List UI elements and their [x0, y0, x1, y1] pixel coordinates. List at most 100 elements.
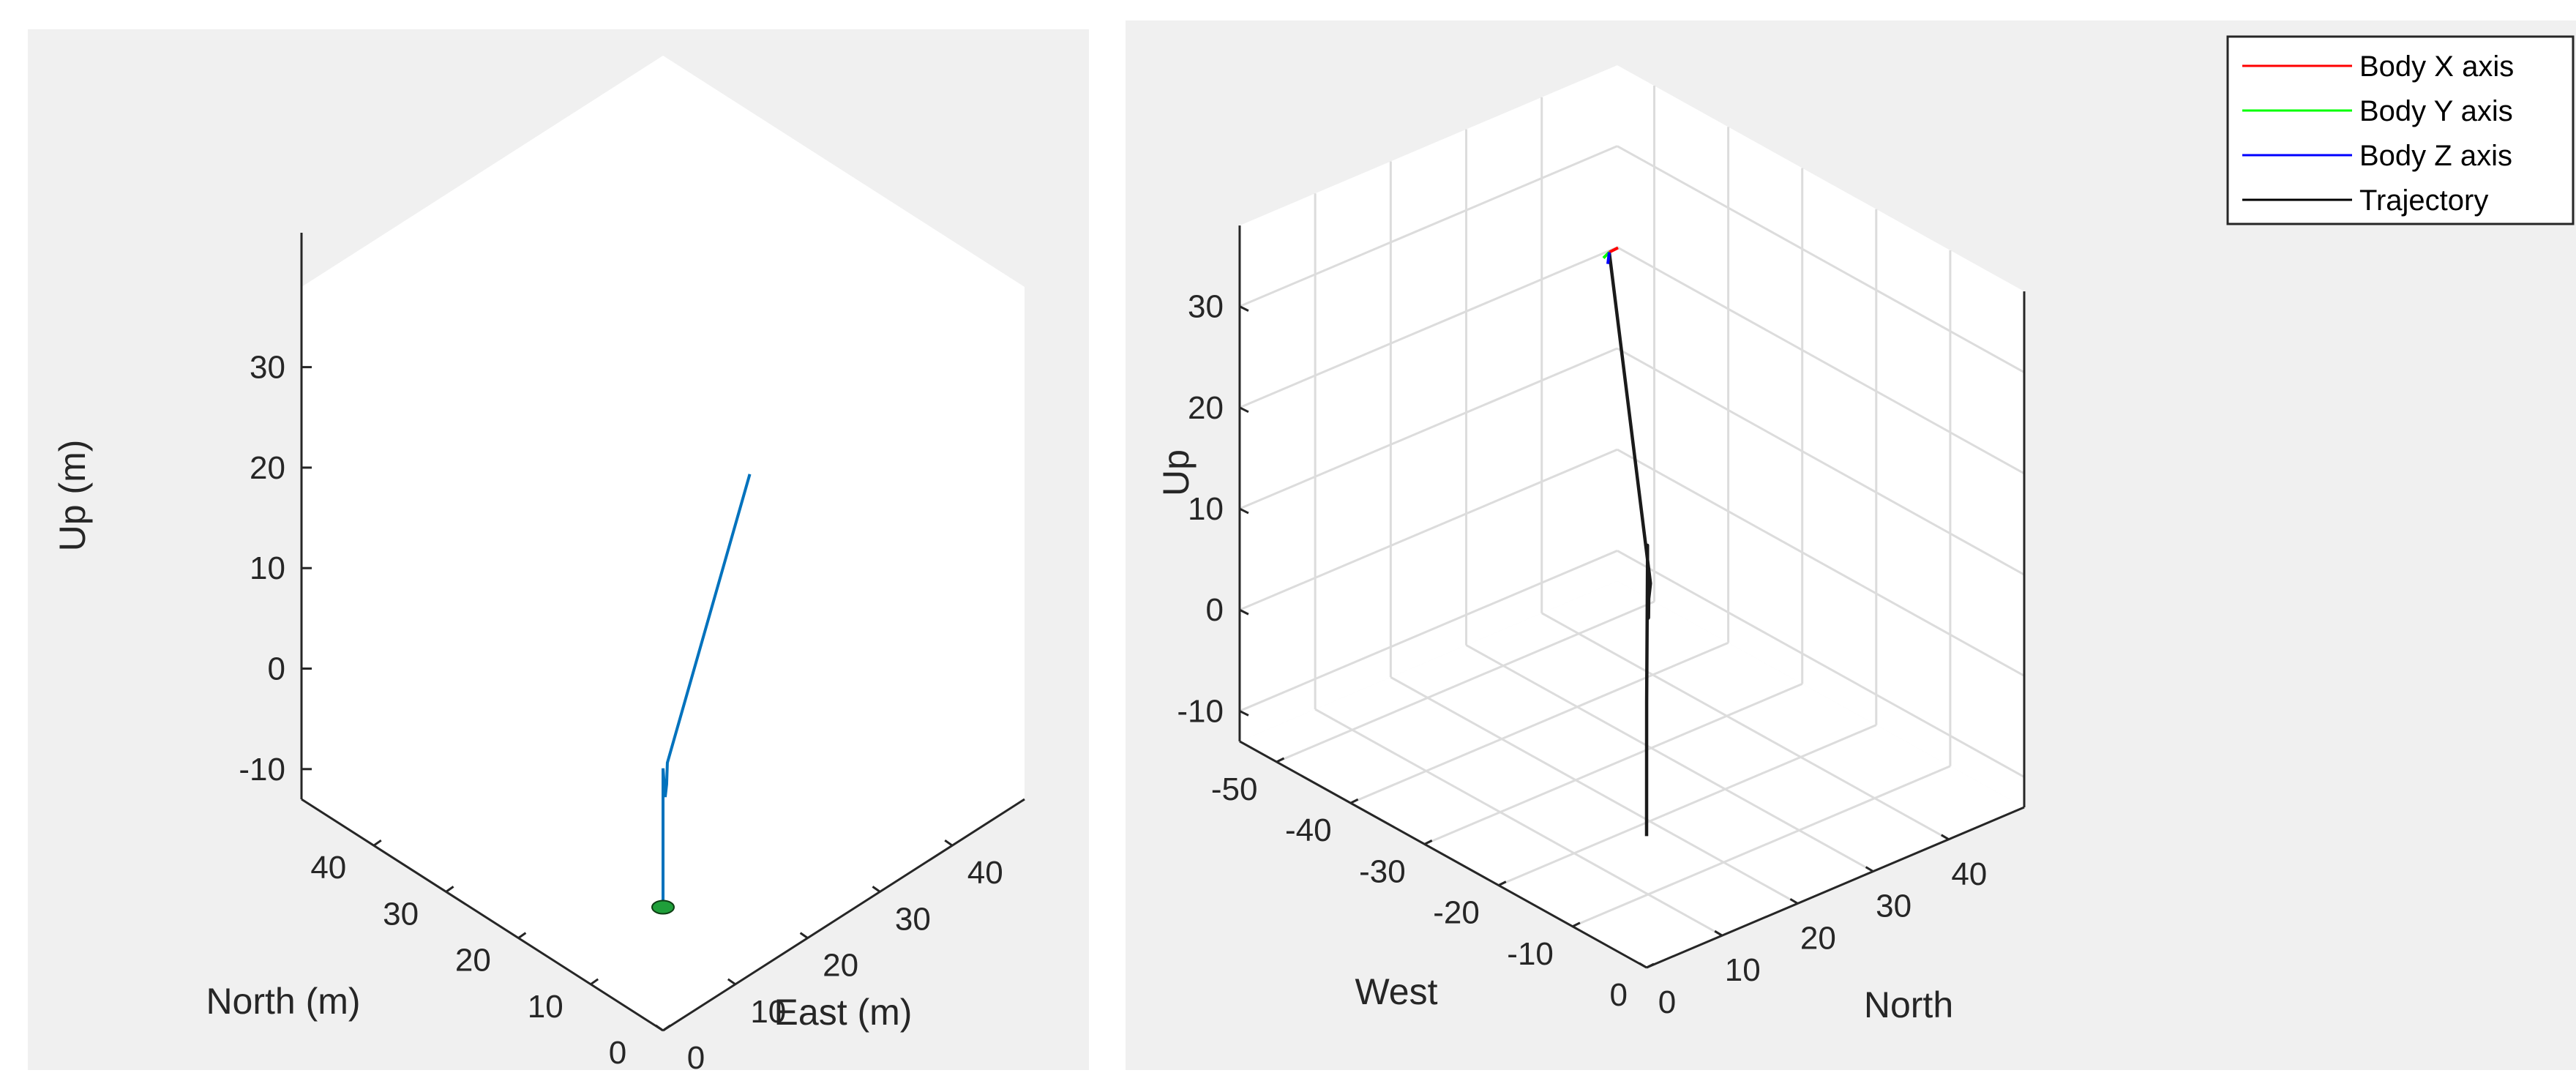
- right-grid-line: [1617, 550, 2025, 778]
- left-z-axis-label: Up (m): [52, 440, 93, 552]
- right-y-tick-label: -20: [1433, 895, 1480, 931]
- left-plot-box: [302, 56, 1025, 1031]
- right-z-tick: [1239, 507, 1249, 515]
- right-z-tick-label: -10: [1177, 693, 1224, 729]
- right-z-tick-label: 30: [1188, 289, 1224, 325]
- right-z-tick: [1239, 305, 1249, 312]
- right-grid-line: [1617, 246, 2025, 475]
- right-x-axis-line: [1646, 806, 2025, 969]
- right-x-tick: [1639, 962, 1647, 969]
- right-plot-panel: 0 10 20 30 40 0 -10 -20 -30 -40 -50 -10 0 10 20 30 Up W…: [1126, 20, 2576, 1070]
- left-z-tick-label: -10: [239, 752, 285, 788]
- right-y-tick: [1276, 757, 1285, 763]
- left-y-tick-label: 10: [528, 989, 564, 1025]
- right-grid-line: [1239, 448, 1618, 611]
- left-y-tick-label: 30: [383, 896, 419, 932]
- legend-label: Trajectory: [2359, 184, 2488, 217]
- right-grid-line: [1572, 765, 1951, 928]
- left-z-tick-label: 0: [268, 651, 285, 687]
- left-z-tick-label: 20: [250, 450, 285, 486]
- left-z-tick-label: 10: [250, 550, 285, 586]
- left-x-tick-label: 40: [967, 855, 1003, 891]
- right-x-axis-label: North: [1864, 984, 1953, 1025]
- right-z-tick-label: 20: [1188, 390, 1224, 426]
- left-y-tick-label: 0: [609, 1035, 626, 1070]
- left-x-axis-line: [662, 798, 1025, 1032]
- right-grid-line: [1617, 145, 2025, 374]
- right-x-tick: [1865, 866, 1874, 872]
- right-back-wall-west: [1239, 65, 1617, 741]
- right-grid-line: [1239, 550, 1618, 712]
- right-back-wall-north: [1617, 65, 2024, 807]
- left-y-axis-line: [301, 798, 664, 1032]
- right-y-tick-label: -50: [1211, 771, 1258, 807]
- left-z-tick-label: 30: [250, 350, 285, 386]
- left-x-tick: [799, 932, 809, 939]
- legend-label: Body Y axis: [2359, 95, 2513, 127]
- right-y-tick: [1572, 921, 1581, 928]
- legend-label: Body Z axis: [2359, 140, 2512, 172]
- right-x-tick-label: 20: [1800, 920, 1836, 956]
- left-y-tick: [445, 886, 454, 893]
- right-y-tick: [1498, 880, 1507, 886]
- right-grid-line: [1239, 145, 1618, 308]
- right-grid-line: [1239, 246, 1618, 409]
- right-grid-line: [1276, 600, 1655, 763]
- right-y-tick-label: -10: [1507, 936, 1554, 972]
- left-y-tick-label: 40: [310, 850, 346, 886]
- left-y-tick: [662, 1024, 671, 1032]
- right-z-tick-label: 10: [1188, 491, 1224, 527]
- left-y-axis-label: North (m): [206, 981, 360, 1022]
- right-floor-plane: [1239, 580, 2024, 968]
- legend-label: Body X axis: [2359, 51, 2514, 83]
- body-z-axis-marker: [1606, 252, 1611, 264]
- right-y-axis-label: West: [1355, 971, 1438, 1012]
- right-y-axis-line: [1239, 740, 1647, 969]
- right-z-tick: [1239, 406, 1249, 414]
- right-grid-line: [1424, 683, 1803, 845]
- left-x-tick-label: 0: [687, 1040, 705, 1070]
- left-x-tick-label: 10: [750, 994, 786, 1030]
- left-x-tick: [727, 978, 736, 986]
- right-3d-axes: 0 10 20 30 40 0 -10 -20 -30 -40 -50 -10 0 10 20 30 Up W…: [1156, 35, 2575, 1025]
- left-y-tick-label: 20: [455, 943, 491, 979]
- right-y-tick: [1349, 798, 1359, 804]
- right-grid-line: [1617, 347, 2025, 576]
- left-x-tick-label: 20: [823, 948, 858, 984]
- right-y-tick: [1646, 962, 1655, 969]
- right-x-tick-label: 40: [1951, 856, 1987, 892]
- start-marker: [651, 900, 675, 915]
- left-x-tick-label: 30: [895, 901, 931, 937]
- left-x-tick: [655, 1024, 664, 1032]
- right-z-tick: [1239, 710, 1249, 717]
- right-grid-line: [1350, 641, 1729, 804]
- left-3d-axes: -10 0 10 20 30 0 10 20 30 40 0 10 20 30 40 Up (m) Nort…: [52, 56, 1025, 1070]
- legend: Body X axis Body Y axis Body Z axis Traject…: [2226, 35, 2575, 225]
- left-y-tick: [590, 978, 599, 986]
- right-y-tick: [1424, 839, 1433, 845]
- right-z-tick: [1239, 608, 1249, 616]
- right-y-tick-label: -40: [1285, 812, 1332, 848]
- left-y-tick: [372, 839, 382, 847]
- right-grid-line: [1239, 347, 1618, 510]
- legend-box: [2226, 35, 2575, 225]
- right-trajectory-line: [1607, 252, 1652, 837]
- left-trajectory-line: [662, 474, 752, 900]
- left-x-tick: [944, 839, 954, 847]
- right-y-tick-label: 0: [1610, 977, 1628, 1013]
- left-x-tick: [872, 886, 881, 893]
- right-x-tick-label: 10: [1725, 952, 1761, 988]
- right-grid-line: [1541, 612, 1950, 841]
- right-x-tick: [1789, 898, 1799, 905]
- right-grid-line: [1314, 708, 1723, 937]
- right-grid-line: [1617, 448, 2025, 677]
- right-grid-line: [1498, 724, 1877, 886]
- left-y-tick: [517, 932, 527, 939]
- right-x-tick-label: 0: [1658, 984, 1676, 1020]
- left-x-axis-label: East (m): [774, 992, 913, 1033]
- right-z-axis-label: Up: [1156, 449, 1197, 496]
- right-z-tick-label: 0: [1205, 592, 1223, 628]
- left-plot-panel: -10 0 10 20 30 0 10 20 30 40 0 10 20 30 40 Up (m) Nort…: [28, 29, 1089, 1070]
- right-x-tick: [1941, 834, 1950, 841]
- body-x-axis-marker: [1609, 246, 1619, 254]
